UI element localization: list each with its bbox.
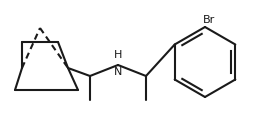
Text: H: H <box>114 50 122 60</box>
Text: N: N <box>114 67 122 77</box>
Text: Br: Br <box>203 15 215 25</box>
